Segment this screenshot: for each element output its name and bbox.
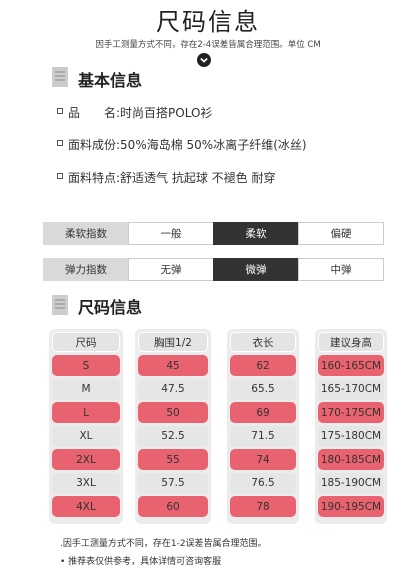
doc-icon: [52, 295, 68, 315]
table-cell: 62: [230, 355, 296, 376]
section-title: 基本信息: [78, 71, 143, 90]
table-cell: 57.5: [138, 472, 208, 494]
table-cell: S: [52, 355, 120, 376]
indicator-option: 中弹: [298, 258, 384, 281]
table-header: 尺码: [52, 332, 120, 352]
table-cell: 165-170CM: [318, 378, 384, 400]
table-cell: M: [52, 378, 120, 400]
indicator-option: 微弹: [213, 258, 299, 281]
indicator-label: 柔软指数: [43, 222, 129, 245]
subtitle: 因手工测量方式不同，存在2-4误差皆属合理范围。单位 CM: [95, 40, 321, 50]
table-cell: 78: [230, 496, 296, 517]
table-cell: 160-165CM: [318, 355, 384, 376]
table-cell: 45: [138, 355, 208, 376]
bullet: [57, 108, 63, 114]
table-cell: 3XL: [52, 472, 120, 494]
table-cell: 47.5: [138, 378, 208, 400]
table-cell: XL: [52, 425, 120, 447]
table-cell: 65.5: [230, 378, 296, 400]
table-cell: 55: [138, 449, 208, 470]
bullet: [57, 173, 63, 179]
table-cell: 60: [138, 496, 208, 517]
table-cell: 4XL: [52, 496, 120, 517]
table-cell: 170-175CM: [318, 402, 384, 423]
info-line: 品 名:时尚百搭POLO衫: [68, 106, 213, 120]
table-cell: 52.5: [138, 425, 208, 447]
note: • 推荐表仅供参考，具体详情可咨询客服: [60, 557, 222, 567]
doc-icon: [52, 67, 68, 87]
table-cell: 175-180CM: [318, 425, 384, 447]
table-cell: 69: [230, 402, 296, 423]
table-cell: 190-195CM: [318, 496, 384, 517]
bullet: [57, 140, 63, 146]
indicator-option: 无弹: [128, 258, 214, 281]
indicator-option: 柔软: [213, 222, 299, 245]
indicator-label: 弹力指数: [43, 258, 129, 281]
note: .因手工测量方式不同，存在1-2误差皆属合理范围。: [60, 539, 267, 549]
info-line: 面料成份:50%海岛棉 50%冰离子纤维(冰丝): [68, 138, 307, 152]
table-cell: 50: [138, 402, 208, 423]
table-cell: 185-190CM: [318, 472, 384, 494]
table-cell: L: [52, 402, 120, 423]
section-title: 尺码信息: [78, 298, 143, 317]
table-cell: 2XL: [52, 449, 120, 470]
table-header: 胸围1/2: [138, 332, 208, 352]
page-title: 尺码信息: [156, 8, 260, 36]
info-line: 面料特点:舒适透气 抗起球 不褪色 耐穿: [68, 171, 276, 185]
table-cell: 180-185CM: [318, 449, 384, 470]
chevron-icon: [197, 53, 211, 67]
table-cell: 76.5: [230, 472, 296, 494]
table-cell: 71.5: [230, 425, 296, 447]
indicator-option: 偏硬: [298, 222, 384, 245]
table-header: 衣长: [230, 332, 296, 352]
indicator-option: 一般: [128, 222, 214, 245]
table-header: 建议身高: [318, 332, 384, 352]
table-cell: 74: [230, 449, 296, 470]
